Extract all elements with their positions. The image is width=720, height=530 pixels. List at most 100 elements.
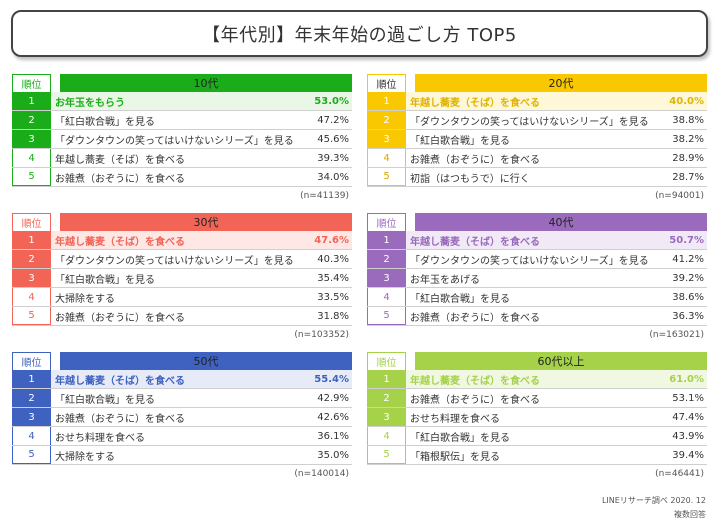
- table-row: 1 年越し蕎麦（そば）を食べる 40.0%: [367, 92, 707, 111]
- rank-cell: 3: [367, 269, 406, 287]
- sample-size: (n=103352): [294, 330, 349, 340]
- table-row: 2 「紅白歌合戦」を見る 42.9%: [12, 389, 352, 408]
- item-value: 45.6%: [317, 133, 349, 145]
- rank-cell: 1: [367, 92, 406, 110]
- item-label: 年越し蕎麦（そば）を食べる: [410, 236, 540, 248]
- rank-cell: 4: [12, 427, 51, 445]
- item-value: 47.6%: [314, 234, 349, 246]
- page-title: 【年代別】年末年始の過ごし方 TOP5: [11, 10, 708, 57]
- item-value: 47.4%: [672, 411, 704, 423]
- rank-header: 順位: [367, 352, 406, 370]
- item-value: 35.0%: [317, 449, 349, 461]
- rank-cell: 5: [12, 446, 51, 464]
- table-row: 4 お雑煮（おぞうに）を食べる 28.9%: [367, 149, 707, 168]
- item-label: お雑煮（おぞうに）を食べる: [55, 173, 185, 185]
- item-label: 「ダウンタウンの笑ってはいけないシリーズ」を見る: [410, 116, 649, 128]
- item-label: お雑煮（おぞうに）を食べる: [55, 312, 185, 324]
- table-row: 1 年越し蕎麦（そば）を食べる 55.4%: [12, 370, 352, 389]
- item-value: 47.2%: [317, 114, 349, 126]
- item-value: 35.4%: [317, 272, 349, 284]
- rank-cell: 2: [12, 250, 51, 268]
- item-label: お雑煮（おぞうに）を食べる: [410, 154, 540, 166]
- table-row: 3 お雑煮（おぞうに）を食べる 42.6%: [12, 408, 352, 427]
- table-row: 5 お雑煮（おぞうに）を食べる 31.8%: [12, 307, 352, 326]
- rank-cell: 3: [367, 130, 406, 148]
- ranking-panel: 順位 40代 1 年越し蕎麦（そば）を食べる 50.7% 2 「ダウンタウンの笑ってはいけな…: [367, 213, 707, 340]
- table-row: 4 年越し蕎麦（そば）を食べる 39.3%: [12, 149, 352, 168]
- sample-size: (n=94001): [655, 191, 704, 201]
- panel-title: 10代: [60, 74, 352, 92]
- item-label: 「紅白歌合戦」を見る: [410, 293, 510, 305]
- ranking-panel: 順位 20代 1 年越し蕎麦（そば）を食べる 40.0% 2 「ダウンタウンの笑ってはいけな…: [367, 74, 707, 201]
- rank-cell: 1: [12, 231, 51, 249]
- footer-source: LINEリサーチ調べ 2020. 12: [601, 496, 706, 505]
- item-value: 40.3%: [317, 253, 349, 265]
- item-value: 43.9%: [672, 430, 704, 442]
- table-row: 5 お雑煮（おぞうに）を食べる 36.3%: [367, 307, 707, 326]
- item-value: 38.8%: [672, 114, 704, 126]
- ranking-panel: 順位 10代 1 お年玉をもらう 53.0% 2 「紅白歌合戦」を見る 47.2% 3 「ダウンタ…: [12, 74, 352, 201]
- table-row: 3 「ダウンタウンの笑ってはいけないシリーズ」を見る 45.6%: [12, 130, 352, 149]
- rank-cell: 3: [12, 408, 51, 426]
- rank-cell: 1: [12, 370, 51, 388]
- rank-cell: 2: [367, 250, 406, 268]
- table-row: 5 お雑煮（おぞうに）を食べる 34.0%: [12, 168, 352, 187]
- rank-cell: 2: [12, 389, 51, 407]
- item-label: 「ダウンタウンの笑ってはいけないシリーズ」を見る: [55, 135, 294, 147]
- table-row: 4 「紅白歌合戦」を見る 43.9%: [367, 427, 707, 446]
- item-value: 38.2%: [672, 133, 704, 145]
- table-row: 2 「ダウンタウンの笑ってはいけないシリーズ」を見る 41.2%: [367, 250, 707, 269]
- ranking-panel: 順位 60代以上 1 年越し蕎麦（そば）を食べる 61.0% 2 お雑煮（おぞうに）を食べる…: [367, 352, 707, 479]
- item-label: 年越し蕎麦（そば）を食べる: [55, 375, 185, 387]
- rank-cell: 1: [367, 231, 406, 249]
- rank-header: 順位: [12, 213, 51, 231]
- rank-cell: 1: [367, 370, 406, 388]
- table-row: 4 「紅白歌合戦」を見る 38.6%: [367, 288, 707, 307]
- rank-cell: 4: [12, 288, 51, 306]
- rank-cell: 5: [12, 168, 51, 186]
- table-row: 2 「紅白歌合戦」を見る 47.2%: [12, 111, 352, 130]
- item-value: 53.1%: [672, 392, 704, 404]
- item-value: 36.3%: [672, 310, 704, 322]
- rank-cell: 2: [367, 389, 406, 407]
- table-row: 5 「箱根駅伝」を見る 39.4%: [367, 446, 707, 465]
- item-label: 年越し蕎麦（そば）を食べる: [55, 236, 185, 248]
- rank-cell: 3: [12, 130, 51, 148]
- item-label: お年玉をもらう: [55, 97, 125, 109]
- item-value: 42.9%: [317, 392, 349, 404]
- item-value: 39.4%: [672, 449, 704, 461]
- item-label: お雑煮（おぞうに）を食べる: [410, 394, 540, 406]
- rank-header: 順位: [12, 352, 51, 370]
- rank-cell: 2: [367, 111, 406, 129]
- item-value: 28.9%: [672, 152, 704, 164]
- item-value: 34.0%: [317, 171, 349, 183]
- item-value: 39.2%: [672, 272, 704, 284]
- sample-size: (n=46441): [655, 469, 704, 479]
- sample-size: (n=41139): [300, 191, 349, 201]
- table-row: 4 大掃除をする 33.5%: [12, 288, 352, 307]
- item-value: 61.0%: [669, 373, 704, 385]
- rank-header: 順位: [367, 213, 406, 231]
- panel-title: 20代: [415, 74, 707, 92]
- item-label: 年越し蕎麦（そば）を食べる: [410, 97, 540, 109]
- rank-cell: 3: [12, 269, 51, 287]
- rank-cell: 4: [367, 427, 406, 445]
- item-value: 55.4%: [314, 373, 349, 385]
- table-row: 2 「ダウンタウンの笑ってはいけないシリーズ」を見る 40.3%: [12, 250, 352, 269]
- rank-header: 順位: [12, 74, 51, 92]
- rank-cell: 4: [12, 149, 51, 167]
- item-label: おせち料理を食べる: [410, 413, 500, 425]
- table-row: 3 おせち料理を食べる 47.4%: [367, 408, 707, 427]
- item-label: 年越し蕎麦（そば）を食べる: [410, 375, 540, 387]
- item-value: 53.0%: [314, 95, 349, 107]
- item-value: 38.6%: [672, 291, 704, 303]
- rank-cell: 2: [12, 111, 51, 129]
- table-row: 1 年越し蕎麦（そば）を食べる 61.0%: [367, 370, 707, 389]
- ranking-panel: 順位 50代 1 年越し蕎麦（そば）を食べる 55.4% 2 「紅白歌合戦」を見る 42.9%…: [12, 352, 352, 479]
- item-value: 42.6%: [317, 411, 349, 423]
- item-label: 初詣（はつもうで）に行く: [410, 173, 530, 185]
- rank-header: 順位: [367, 74, 406, 92]
- item-label: 「ダウンタウンの笑ってはいけないシリーズ」を見る: [55, 255, 294, 267]
- item-value: 41.2%: [672, 253, 704, 265]
- item-label: お雑煮（おぞうに）を食べる: [410, 312, 540, 324]
